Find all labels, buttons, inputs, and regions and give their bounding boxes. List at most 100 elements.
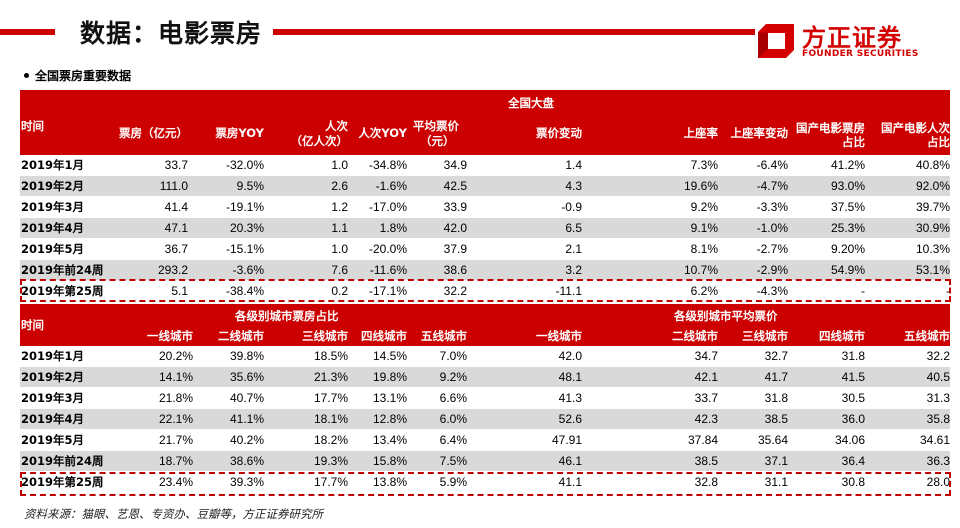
table-cell: 41.1%	[229, 412, 264, 426]
table-cell: 13.8%	[372, 475, 407, 489]
table-row: 2019年3月 21.8% 40.7% 17.7% 13.1% 6.6% 41.3 33.7 3…	[20, 388, 950, 409]
table-cell: 6.0%	[439, 412, 467, 426]
col-share-tier2: 二线城市	[218, 329, 264, 343]
table-cell: 46.1	[558, 454, 582, 468]
row-label: 2019年2月	[21, 179, 85, 193]
table-cell: 37.1	[764, 454, 788, 468]
table-cell: 4.3	[565, 179, 582, 193]
table-row: 2019年1月 33.7 -32.0% 1.0 -34.8% 34.9 1.4 7.3% -6.…	[20, 155, 950, 176]
table-cell: 42.0	[558, 349, 582, 363]
table-cell: 53.1%	[915, 263, 950, 277]
table-cell: 28.0	[926, 475, 950, 489]
table-cell: 36.3	[926, 454, 950, 468]
table-row: 2019年1月 20.2% 39.8% 18.5% 14.5% 7.0% 42.0 34.7 3…	[20, 346, 950, 367]
table-cell: 9.2%	[439, 370, 467, 384]
bullet-icon	[24, 73, 29, 78]
table-cell: 25.3%	[830, 221, 865, 235]
table-cell: 9.5%	[236, 179, 264, 193]
table-cell: 92.0%	[915, 179, 950, 193]
table-cell: 42.1	[694, 370, 718, 384]
table-cell: 35.64	[757, 433, 788, 447]
group-label-national: 全国大盘	[508, 96, 554, 110]
col-price-tier5: 五线城市	[904, 329, 950, 343]
table-cell: 37.84	[687, 433, 718, 447]
table-cell: 19.8%	[372, 370, 407, 384]
row-label: 2019年2月	[21, 370, 85, 384]
table-cell: 10.7%	[683, 263, 718, 277]
table-cell: 2.6	[331, 179, 348, 193]
table-cell: 8.1%	[690, 242, 718, 256]
logo-english-name: FOUNDER SECURITIES	[802, 49, 919, 59]
table-cell: -1.6%	[375, 179, 407, 193]
table-cell: 1.1	[331, 221, 348, 235]
table-cell: 7.0%	[439, 349, 467, 363]
table-cell: -15.1%	[225, 242, 264, 256]
table-cell: -6.4%	[756, 158, 788, 172]
col-time: 时间	[21, 119, 44, 133]
table-cell: 5.1	[171, 284, 188, 298]
table-cell: 40.5	[926, 370, 950, 384]
table-cell: 32.2	[443, 284, 467, 298]
table-cell: -2.9%	[756, 263, 788, 277]
col-share-tier5: 五线城市	[421, 329, 467, 343]
table-cell: -17.1%	[368, 284, 407, 298]
row-label: 2019年1月	[21, 349, 85, 363]
table-cell: -19.1%	[225, 200, 264, 214]
table2-body: 2019年1月 20.2% 39.8% 18.5% 14.5% 7.0% 42.0 34.7 3…	[20, 346, 950, 493]
table-cell: 93.0%	[830, 179, 865, 193]
col-price-change: 票价变动	[536, 126, 582, 140]
col-avg-price-l2: （元）	[420, 134, 455, 148]
table-cell: 41.2%	[830, 158, 865, 172]
table-cell: 47.91	[551, 433, 582, 447]
table-cell: 18.2%	[313, 433, 348, 447]
table-cell: 32.7	[764, 349, 788, 363]
table-row: 2019年前24周 18.7% 38.6% 19.3% 15.8% 7.5% 46.1 38.…	[20, 451, 950, 472]
table-cell: 42.0	[443, 221, 467, 235]
table-cell: 38.5	[764, 412, 788, 426]
table-row: 2019年4月 22.1% 41.1% 18.1% 12.8% 6.0% 52.6 42.3 3…	[20, 409, 950, 430]
row-label: 2019年4月	[21, 221, 85, 235]
table-cell: 23.4%	[158, 475, 193, 489]
table-cell: 13.4%	[372, 433, 407, 447]
section-heading-text: 全国票房重要数据	[35, 69, 132, 83]
table-cell: -0.9	[561, 200, 582, 214]
col-domestic-box-share-l1: 国产电影票房	[796, 121, 865, 135]
col-share-tier4: 四线城市	[361, 329, 407, 343]
table-row: 2019年4月 47.1 20.3% 1.1 1.8% 42.0 6.5 9.1% -1.0% 2…	[20, 218, 950, 239]
table-cell: 34.9	[443, 158, 467, 172]
table-cell: 9.1%	[690, 221, 718, 235]
row-label: 2019年前24周	[21, 263, 104, 277]
col-admissions-l1: 人次	[325, 119, 348, 133]
logo-chinese-name: 方正证券	[802, 24, 902, 52]
col-domestic-adm-share-l1: 国产电影人次	[881, 121, 950, 135]
table-cell: 1.0	[331, 158, 348, 172]
table-cell: 40.8%	[915, 158, 950, 172]
col-price-tier3: 三线城市	[742, 329, 788, 343]
table-cell: 36.0	[841, 412, 865, 426]
table-cell: 47.1	[164, 221, 188, 235]
col-price-tier1: 一线城市	[536, 329, 582, 343]
table-cell: 30.5	[841, 391, 865, 405]
table-cell: 37.9	[443, 242, 467, 256]
table-cell: -20.0%	[368, 242, 407, 256]
table-cell: 1.2	[331, 200, 348, 214]
table-cell: 18.1%	[313, 412, 348, 426]
table-cell: 9.2%	[690, 200, 718, 214]
title-rule-right	[273, 29, 755, 35]
table-cell: 7.6	[331, 263, 348, 277]
table-cell: -3.3%	[756, 200, 788, 214]
table-cell: 9.20%	[830, 242, 865, 256]
group-label-city-share: 各级别城市票房占比	[235, 309, 339, 323]
table-cell: 21.8%	[158, 391, 193, 405]
table-cell: 48.1	[558, 370, 582, 384]
table-row: 2019年5月 36.7 -15.1% 1.0 -20.0% 37.9 2.1 8.1% -2.…	[20, 239, 950, 260]
table-cell: 33.7	[694, 391, 718, 405]
table-cell: 13.1%	[372, 391, 407, 405]
table-cell: 17.7%	[313, 475, 348, 489]
table-cell: 32.2	[926, 349, 950, 363]
col-occupancy-change: 上座率变动	[730, 126, 789, 140]
table-cell: 34.06	[834, 433, 865, 447]
table-cell: 18.5%	[313, 349, 348, 363]
table-cell: -38.4%	[225, 284, 264, 298]
table-cell: 6.5	[565, 221, 582, 235]
